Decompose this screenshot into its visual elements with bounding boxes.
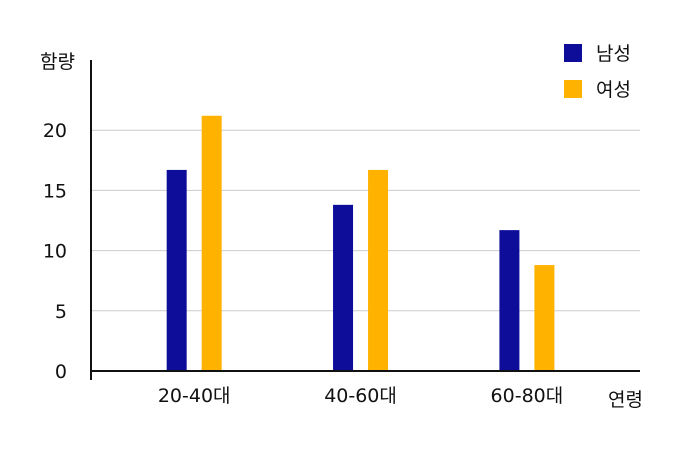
bar-1-0 — [201, 115, 222, 371]
x-category-label: 60-80대 — [491, 385, 564, 407]
legend-swatch-1 — [564, 80, 582, 98]
y-tick-label: 0 — [55, 361, 67, 383]
bar-0-1 — [333, 204, 354, 371]
bar-1-2 — [534, 265, 555, 371]
legend-label-0: 남성 — [596, 43, 631, 65]
axes — [90, 60, 640, 380]
bar-1-1 — [368, 169, 389, 371]
y-tick-label: 20 — [43, 120, 67, 142]
x-category-labels: 20-40대 40-60대 60-80대 — [158, 385, 563, 407]
y-tick-label: 10 — [43, 241, 67, 263]
y-tick-labels: 0 5 10 15 20 — [43, 120, 67, 383]
y-tick-label: 5 — [55, 301, 67, 323]
x-axis-label: 연령 — [608, 389, 643, 411]
x-category-label: 40-60대 — [324, 385, 397, 407]
legend-label-1: 여성 — [596, 79, 631, 101]
y-axis-label: 함량 — [40, 51, 75, 73]
bars — [166, 115, 555, 371]
legend-swatch-0 — [564, 44, 582, 62]
x-category-label: 20-40대 — [158, 385, 231, 407]
bar-0-0 — [166, 169, 187, 371]
y-tick-label: 15 — [43, 180, 67, 202]
bar-0-2 — [499, 230, 520, 371]
